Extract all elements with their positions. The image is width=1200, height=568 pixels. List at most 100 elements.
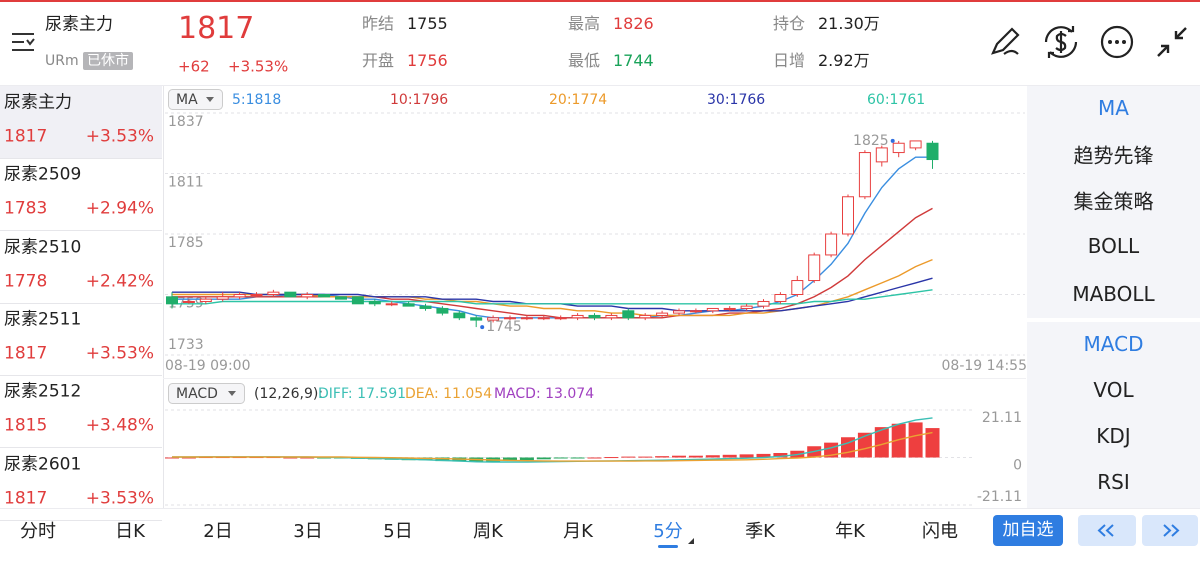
collapse-icon[interactable] xyxy=(1157,27,1187,57)
period-tab[interactable]: 3日 xyxy=(293,521,323,542)
candle-body xyxy=(318,294,331,298)
candle-body xyxy=(706,307,719,312)
period-tab[interactable]: 周K xyxy=(473,521,503,542)
watch-pct: +3.48% xyxy=(85,415,154,436)
macd-bar xyxy=(300,457,315,459)
indicator-option[interactable]: MA xyxy=(1098,96,1129,120)
add-watch-button[interactable]: 加自选 xyxy=(993,515,1063,546)
watch-row[interactable]: 尿素主力 1817 +3.53% xyxy=(0,86,162,159)
period-tab[interactable]: 5日 xyxy=(383,521,413,542)
watch-row[interactable]: 尿素2510 1778 +2.42% xyxy=(0,231,162,304)
indicator-option[interactable]: BOLL xyxy=(1087,234,1140,258)
indicator-option[interactable]: 集金策略 xyxy=(1073,189,1154,214)
candle-body xyxy=(554,317,567,320)
y-tick-label: 0 xyxy=(1013,458,1022,474)
watch-row[interactable]: 尿素2601 1817 +3.53% xyxy=(0,448,162,521)
tab-corner xyxy=(688,538,694,544)
legend-entry: 30:1766 xyxy=(707,92,765,108)
watch-name: 尿素主力 xyxy=(4,92,72,113)
candle-body xyxy=(825,233,838,256)
stat-value: 1826 xyxy=(613,14,654,33)
watch-row[interactable]: 尿素2511 1817 +3.53% xyxy=(0,303,162,376)
candle-body xyxy=(267,291,280,295)
candle-body xyxy=(504,317,516,320)
candle-body xyxy=(436,307,449,314)
macd-bar xyxy=(181,457,196,459)
stat-label: 日增 xyxy=(773,51,806,70)
indicator-option[interactable]: MABOLL xyxy=(1072,282,1155,306)
more-icon[interactable] xyxy=(1100,25,1134,59)
watch-name: 尿素2510 xyxy=(4,237,82,258)
period-tab[interactable]: 2日 xyxy=(203,521,233,542)
stat-label: 持仓 xyxy=(773,14,806,33)
watch-pct: +3.53% xyxy=(85,126,154,147)
stat-value: 21.30万 xyxy=(818,14,880,33)
period-tab[interactable]: 5分 xyxy=(653,521,683,542)
period-tab[interactable]: 季K xyxy=(745,521,775,542)
indicator-option[interactable]: VOL xyxy=(1093,378,1134,402)
candle-body xyxy=(808,254,821,282)
period-tab[interactable]: 分时 xyxy=(20,521,56,542)
ma-line xyxy=(172,289,933,305)
trade-icon[interactable] xyxy=(1044,26,1078,58)
legend-entry: 60:1761 xyxy=(867,92,925,108)
candle-body xyxy=(740,305,753,309)
top-accent xyxy=(0,0,1200,2)
watch-pct: +2.42% xyxy=(85,271,154,292)
candle-body xyxy=(909,140,922,149)
high-label: 1825 xyxy=(853,133,889,149)
candle-body xyxy=(470,317,483,321)
macd-bar xyxy=(503,457,517,461)
candle-body xyxy=(858,152,871,198)
indicator-option[interactable]: 趋势先锋 xyxy=(1073,143,1154,168)
candle-body xyxy=(875,147,888,163)
macd-bar xyxy=(756,453,771,458)
candle-body xyxy=(673,310,685,314)
candle-body xyxy=(487,317,500,321)
sub-indicator-menu xyxy=(1027,322,1200,508)
period-tab[interactable]: 月K xyxy=(563,521,593,542)
period-tab[interactable]: 闪电 xyxy=(922,521,958,542)
dropdown-arrow xyxy=(206,97,214,102)
legend-entry: DEA: 11.054 xyxy=(405,386,492,402)
candle-body xyxy=(926,142,939,161)
macd-bar xyxy=(874,427,889,458)
y-tick-label: 1733 xyxy=(168,337,204,353)
macd-bar xyxy=(857,432,872,458)
macd-bar xyxy=(773,452,788,458)
candle-body xyxy=(791,280,804,295)
watch-price: 1778 xyxy=(4,271,48,292)
next-button[interactable] xyxy=(1142,515,1198,546)
candle-body xyxy=(250,294,263,296)
macd-bar xyxy=(604,457,619,459)
y-tick-label: 1837 xyxy=(168,114,204,130)
stat-label: 开盘 xyxy=(362,51,395,70)
candle-body xyxy=(689,310,702,313)
tab-underline xyxy=(658,545,678,548)
prev-button[interactable] xyxy=(1078,515,1136,546)
candle-body xyxy=(757,300,770,307)
macd-selector[interactable] xyxy=(168,383,245,404)
indicator-option[interactable]: RSI xyxy=(1097,470,1130,494)
ma-selector[interactable] xyxy=(168,89,223,110)
period-tab[interactable]: 日K xyxy=(115,521,145,542)
x-tick-label: 08-19 14:55 xyxy=(942,358,1027,374)
y-tick-label: -21.11 xyxy=(977,489,1022,505)
indicator-option[interactable]: MACD xyxy=(1083,332,1144,356)
macd-bar xyxy=(570,457,585,459)
draw-icon[interactable] xyxy=(991,27,1020,55)
legend-entry: 5:1818 xyxy=(232,92,281,108)
watch-row[interactable]: 尿素2509 1783 +2.94% xyxy=(0,158,162,232)
legend-entry: MACD: 13.074 xyxy=(494,386,594,402)
menu-icon[interactable] xyxy=(12,33,35,51)
indicator-option[interactable]: KDJ xyxy=(1096,424,1131,448)
period-tab[interactable]: 年K xyxy=(835,521,865,542)
macd-bar xyxy=(655,456,670,458)
next-icon xyxy=(1163,524,1180,537)
prev-icon xyxy=(1097,524,1114,537)
stat-label: 昨结 xyxy=(362,14,395,33)
x-tick-label: 08-19 09:00 xyxy=(165,358,250,374)
macd-bar xyxy=(165,457,179,459)
watch-row[interactable]: 尿素2512 1815 +3.48% xyxy=(0,375,162,449)
